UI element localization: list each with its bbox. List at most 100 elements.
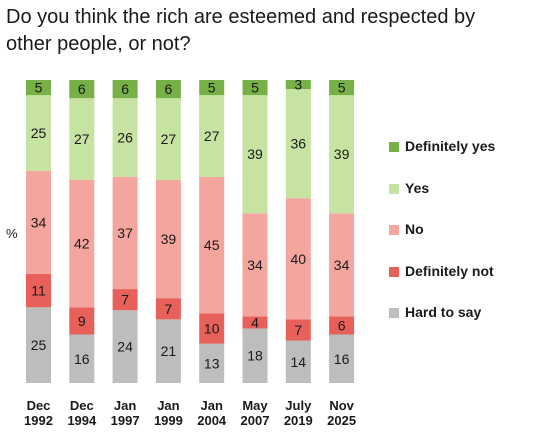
bar-segment-yes-3 <box>155 98 181 180</box>
data-label-definitely-not-7: 6 <box>338 317 346 333</box>
data-label-definitely-not-2: 7 <box>121 292 129 308</box>
data-label-yes-7: 39 <box>334 146 350 162</box>
bar-segment-hard-to-say-2 <box>112 310 138 383</box>
bar-segment-yes-4 <box>199 95 225 177</box>
x-tick-label-4-month: Jan <box>200 398 222 413</box>
data-label-definitely-not-1: 9 <box>78 313 86 329</box>
bar-segment-no-6 <box>285 198 311 320</box>
bar-segment-no-4 <box>199 176 225 314</box>
bar-segment-hard-to-say-1 <box>69 334 95 383</box>
bar-segment-definitely-yes-5 <box>242 80 268 96</box>
legend-label-definitely-not: Definitely not <box>405 262 494 279</box>
data-label-no-3: 39 <box>161 231 177 247</box>
legend-swatch-hard-to-say <box>389 308 399 318</box>
bar-segment-no-0 <box>26 170 51 274</box>
x-tick-label-1-year: 1994 <box>67 413 97 428</box>
data-label-yes-0: 25 <box>31 125 47 141</box>
data-label-hard-to-say-0: 25 <box>31 337 47 353</box>
bar-segment-no-2 <box>112 176 138 290</box>
bar-segment-definitely-not-5 <box>242 316 268 329</box>
data-label-definitely-not-5: 4 <box>251 314 259 330</box>
bar-segment-hard-to-say-0 <box>26 307 51 383</box>
bar-segment-yes-1 <box>69 98 95 180</box>
data-label-no-6: 40 <box>291 251 307 267</box>
bar-segment-definitely-yes-1 <box>69 80 95 99</box>
legend-item-yes: Yes <box>389 180 429 196</box>
legend-swatch-definitely-yes <box>389 142 399 152</box>
bar-segment-yes-2 <box>112 98 138 177</box>
data-label-no-2: 37 <box>117 225 133 241</box>
chart-title: Do you think the rich are esteemed and r… <box>6 6 476 55</box>
data-label-definitely-not-4: 10 <box>204 320 220 336</box>
legend-label-hard-to-say: Hard to say <box>405 304 482 320</box>
bar-segment-yes-5 <box>242 95 268 214</box>
data-label-definitely-yes-1: 6 <box>78 81 86 97</box>
data-label-yes-6: 36 <box>291 136 307 152</box>
data-label-definitely-not-3: 7 <box>165 301 173 317</box>
data-label-yes-1: 27 <box>74 131 90 147</box>
bar-segment-definitely-not-4 <box>199 313 225 344</box>
bar-segment-hard-to-say-5 <box>242 328 268 383</box>
bar-segment-definitely-not-3 <box>155 298 181 320</box>
data-label-hard-to-say-3: 21 <box>161 343 177 359</box>
bar-segment-definitely-not-2 <box>112 289 138 311</box>
data-label-hard-to-say-4: 13 <box>204 355 220 371</box>
bar-segment-no-1 <box>69 179 95 308</box>
legend-item-definitely-not: Definitely not <box>389 263 494 279</box>
data-label-no-0: 34 <box>31 214 47 230</box>
data-label-no-4: 45 <box>204 237 220 253</box>
data-label-definitely-yes-5: 5 <box>251 80 259 96</box>
bar-segment-definitely-not-1 <box>69 307 95 335</box>
bar-segment-no-7 <box>329 213 355 317</box>
bar-segment-definitely-yes-0 <box>26 80 51 96</box>
x-tick-label-3-month: Jan <box>157 398 179 413</box>
x-tick-label-5-month: May <box>242 398 268 413</box>
data-label-hard-to-say-5: 18 <box>247 348 263 364</box>
data-label-definitely-yes-2: 6 <box>121 81 129 97</box>
bar-segment-yes-7 <box>329 95 355 214</box>
x-tick-label-4-year: 2004 <box>197 413 227 428</box>
x-tick-label-7-year: 2025 <box>327 413 356 428</box>
legend-item-no: No <box>389 221 424 237</box>
legend-item-hard-to-say: Hard to say <box>389 304 481 320</box>
data-label-definitely-yes-3: 6 <box>165 81 173 97</box>
bar-segment-hard-to-say-6 <box>285 340 311 383</box>
legend-label-no: No <box>405 221 424 237</box>
x-tick-label-2-year: 1997 <box>111 413 140 428</box>
bar-segment-hard-to-say-3 <box>155 319 181 383</box>
bar-segment-yes-6 <box>285 89 311 199</box>
data-label-no-5: 34 <box>247 257 263 273</box>
legend-swatch-no <box>389 225 399 235</box>
bar-segment-definitely-yes-2 <box>112 80 138 99</box>
x-tick-label-0-year: 1992 <box>24 413 53 428</box>
legend-swatch-yes <box>389 183 399 194</box>
legend-label-yes: Yes <box>405 179 430 196</box>
y-axis-unit-label: % <box>6 226 18 241</box>
data-label-yes-5: 39 <box>247 146 263 162</box>
bar-segment-definitely-yes-7 <box>329 80 355 96</box>
legend-swatch-definitely-not <box>389 266 399 277</box>
x-tick-label-6-month: July <box>285 398 312 413</box>
bar-segment-no-5 <box>242 213 268 317</box>
bar-segment-definitely-yes-3 <box>155 80 181 99</box>
bar-segment-definitely-yes-4 <box>199 80 225 96</box>
bar-segment-definitely-not-7 <box>329 316 355 335</box>
data-label-no-1: 42 <box>74 236 90 252</box>
data-label-hard-to-say-7: 16 <box>334 351 350 367</box>
data-label-definitely-not-6: 7 <box>294 322 302 338</box>
data-label-definitely-yes-4: 5 <box>208 80 216 96</box>
bar-segment-hard-to-say-4 <box>199 343 225 383</box>
x-tick-label-1-month: Dec <box>70 398 94 413</box>
x-tick-label-3-year: 1999 <box>154 413 183 428</box>
bar-segment-hard-to-say-7 <box>329 334 355 383</box>
bar-segment-definitely-not-6 <box>285 319 311 341</box>
bar-segment-no-3 <box>155 179 181 299</box>
bar-segment-definitely-yes-6 <box>285 80 311 90</box>
x-tick-label-2-month: Jan <box>114 398 136 413</box>
data-label-hard-to-say-2: 24 <box>117 339 133 355</box>
x-tick-label-7-month: Nov <box>329 398 354 413</box>
legend-item-definitely-yes: Definitely yes <box>389 138 495 154</box>
data-label-yes-4: 27 <box>204 128 220 144</box>
x-tick-label-6-year: 2019 <box>284 413 313 428</box>
x-tick-label-0-month: Dec <box>27 398 51 413</box>
